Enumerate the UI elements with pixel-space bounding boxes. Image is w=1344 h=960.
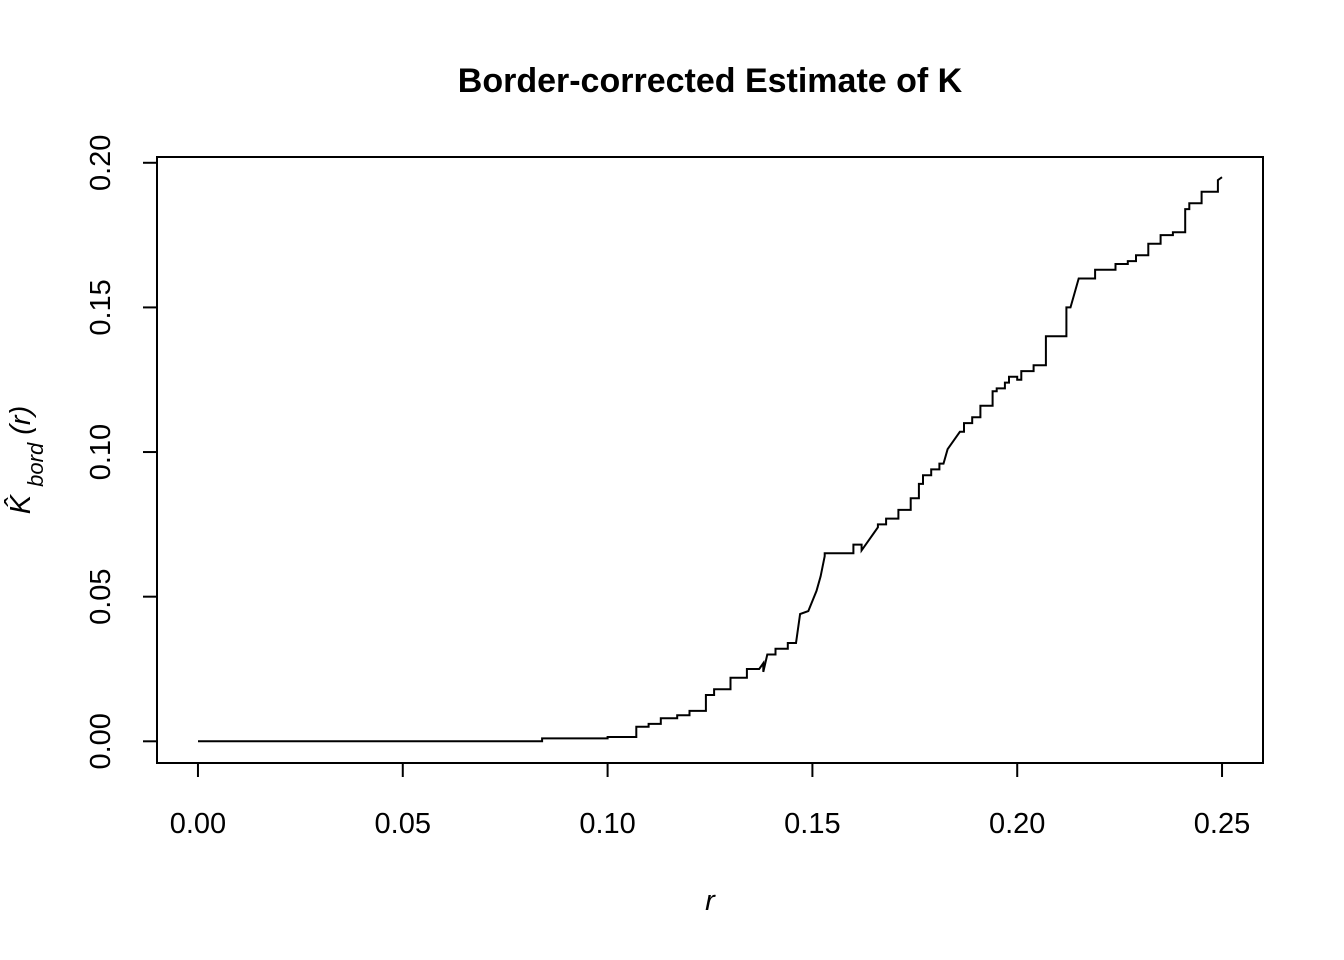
- x-axis: 0.00 0.05 0.10 0.15 0.20 0.25: [170, 762, 1250, 840]
- x-tick-label: 0.15: [784, 808, 840, 840]
- y-tick-label: 0.10: [85, 424, 117, 480]
- x-tick-label: 0.20: [989, 808, 1045, 840]
- x-axis-label: r: [705, 885, 716, 917]
- y-tick-label: 0.00: [85, 713, 117, 769]
- y-tick-label: 0.15: [85, 279, 117, 335]
- x-tick-label: 0.10: [579, 808, 635, 840]
- x-tick-label: 0.00: [170, 808, 226, 840]
- chart-title: Border-corrected Estimate of K: [458, 62, 963, 100]
- y-axis-label-suffix: (r): [5, 406, 37, 435]
- y-tick-label: 0.20: [85, 135, 117, 191]
- y-tick-label: 0.05: [85, 568, 117, 624]
- x-tick-label: 0.25: [1194, 808, 1250, 840]
- y-axis-label: K̂ bord (r): [4, 406, 47, 515]
- y-axis-label-subscript: bord: [23, 442, 48, 487]
- series-line: [198, 176, 1223, 743]
- x-tick-label: 0.05: [375, 808, 431, 840]
- y-axis-label-base: K̂: [4, 493, 37, 514]
- series-layer: [198, 176, 1223, 743]
- plot-frame: [156, 156, 1264, 764]
- y-axis: 0.00 0.05 0.10 0.15 0.20: [85, 135, 158, 770]
